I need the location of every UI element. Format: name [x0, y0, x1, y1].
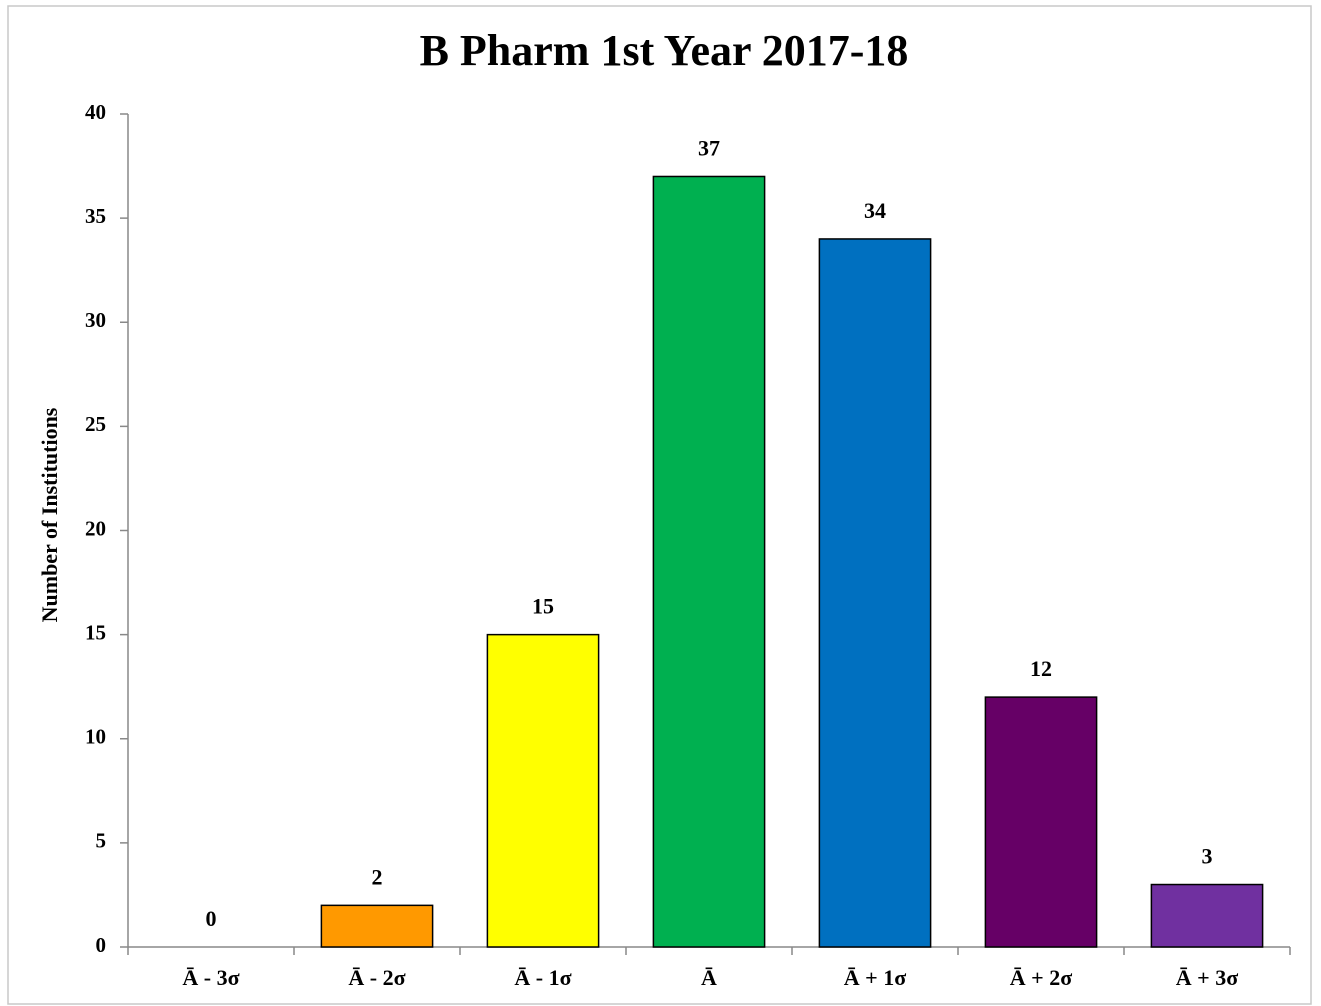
y-tick-label: 5 — [96, 829, 107, 853]
chart-frame — [7, 5, 1312, 1005]
bar — [486, 633, 600, 948]
data-label: 0 — [206, 906, 217, 931]
bar — [320, 904, 434, 948]
y-tick-label: 0 — [96, 933, 107, 957]
y-tick-label: 40 — [85, 100, 106, 124]
y-tick-label: 15 — [85, 620, 106, 644]
data-label: 34 — [864, 198, 886, 223]
y-tick-label: 10 — [85, 725, 106, 749]
data-label: 12 — [1030, 656, 1052, 681]
x-tick-label: Ā + 3σ — [1176, 965, 1238, 990]
data-label: 37 — [698, 136, 720, 161]
y-tick-label: 35 — [85, 204, 106, 228]
bar — [984, 696, 1098, 948]
x-tick-label: Ā — [701, 965, 717, 990]
y-tick-label: 30 — [85, 308, 106, 332]
x-tick-label: Ā - 2σ — [348, 965, 405, 990]
y-tick-label: 25 — [85, 412, 106, 436]
data-label: 15 — [532, 594, 554, 619]
y-axis-label: Number of Institutions — [37, 407, 62, 622]
data-label: 3 — [1202, 844, 1213, 869]
bar — [1150, 883, 1264, 948]
data-label: 2 — [372, 864, 383, 889]
chart-title: B Pharm 1st Year 2017-18 — [420, 26, 909, 75]
bar — [818, 238, 932, 948]
x-tick-label: Ā + 1σ — [844, 965, 906, 990]
bar — [652, 175, 766, 948]
x-tick-label: Ā + 2σ — [1010, 965, 1072, 990]
x-tick-label: Ā - 1σ — [514, 965, 571, 990]
x-tick-label: Ā - 3σ — [182, 965, 239, 990]
y-tick-label: 20 — [85, 516, 106, 540]
